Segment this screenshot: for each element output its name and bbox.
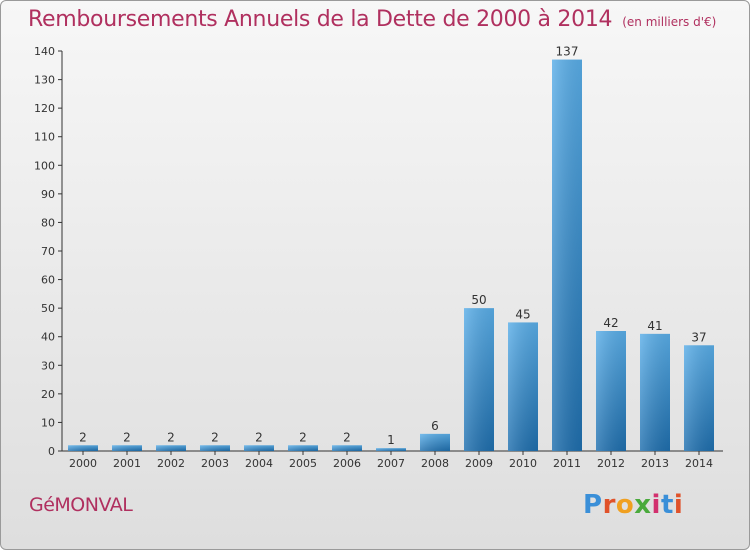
bar-shade	[508, 322, 538, 451]
y-tick-label: 120	[34, 102, 55, 115]
bar-shade	[684, 345, 714, 451]
y-tick-label: 140	[34, 45, 55, 58]
data-label: 42	[603, 316, 618, 330]
data-label: 41	[647, 319, 662, 333]
y-tick-label: 80	[41, 216, 55, 229]
bar-shade	[376, 448, 406, 451]
y-tick-label: 20	[41, 388, 55, 401]
logo-letter: r	[602, 490, 616, 520]
data-label: 2	[343, 430, 351, 444]
data-label: 45	[515, 307, 530, 321]
x-tick-label: 2006	[333, 457, 361, 470]
x-tick-label: 2001	[113, 457, 141, 470]
logo-letter: i	[673, 490, 684, 520]
data-label: 2	[167, 430, 175, 444]
bar-shade	[420, 433, 450, 451]
y-tick-label: 110	[34, 131, 55, 144]
bar-shade	[156, 445, 186, 451]
data-label: 137	[556, 45, 579, 59]
y-tick-label: 60	[41, 274, 55, 287]
bar-shade	[200, 445, 230, 451]
x-tick-label: 2009	[465, 457, 493, 470]
commune-name: GéMONVAL	[29, 494, 133, 516]
x-tick-label: 2014	[685, 457, 713, 470]
data-label: 2	[299, 430, 307, 444]
y-tick-label: 50	[41, 302, 55, 315]
x-tick-label: 2010	[509, 457, 537, 470]
bar-shade	[464, 308, 494, 451]
bar-shade	[244, 445, 274, 451]
logo-letter: t	[660, 490, 674, 520]
x-tick-label: 2008	[421, 457, 449, 470]
y-tick-label: 40	[41, 331, 55, 344]
y-tick-label: 100	[34, 159, 55, 172]
data-label: 6	[431, 419, 439, 433]
x-tick-label: 2007	[377, 457, 405, 470]
data-label: 1	[387, 433, 395, 447]
x-tick-label: 2011	[553, 457, 581, 470]
x-tick-label: 2003	[201, 457, 229, 470]
x-tick-label: 2002	[157, 457, 185, 470]
bar-shade	[552, 59, 582, 451]
x-tick-label: 2012	[597, 457, 625, 470]
logo-letter: i	[651, 490, 661, 520]
bar-shade	[68, 445, 98, 451]
y-tick-label: 130	[34, 74, 55, 87]
chart-title-text: Remboursements Annuels de la Dette de 20…	[28, 7, 613, 32]
data-label: 2	[79, 430, 87, 444]
data-label: 2	[255, 430, 263, 444]
data-label: 2	[123, 430, 131, 444]
logo-letter: x	[634, 490, 652, 520]
chart-unit: (en milliers d'€)	[622, 15, 717, 29]
x-tick-label: 2013	[641, 457, 669, 470]
bar-shade	[332, 445, 362, 451]
bar-shade	[288, 445, 318, 451]
y-tick-label: 70	[41, 245, 55, 258]
y-tick-label: 0	[48, 445, 55, 458]
chart-title: Remboursements Annuels de la Dette de 20…	[28, 7, 716, 32]
data-label: 50	[471, 293, 486, 307]
bar-shade	[112, 445, 142, 451]
logo-letter: P	[583, 490, 603, 520]
proxiti-logo: Proxiti	[583, 490, 683, 520]
x-tick-label: 2005	[289, 457, 317, 470]
data-label: 2	[211, 430, 219, 444]
data-label: 37	[691, 330, 706, 344]
x-tick-label: 2004	[245, 457, 273, 470]
bar-shade	[596, 331, 626, 451]
y-tick-label: 30	[41, 359, 55, 372]
x-tick-label: 2000	[69, 457, 97, 470]
logo-letter: o	[615, 490, 635, 520]
bar-shade	[640, 333, 670, 451]
y-tick-label: 90	[41, 188, 55, 201]
y-tick-label: 10	[41, 416, 55, 429]
